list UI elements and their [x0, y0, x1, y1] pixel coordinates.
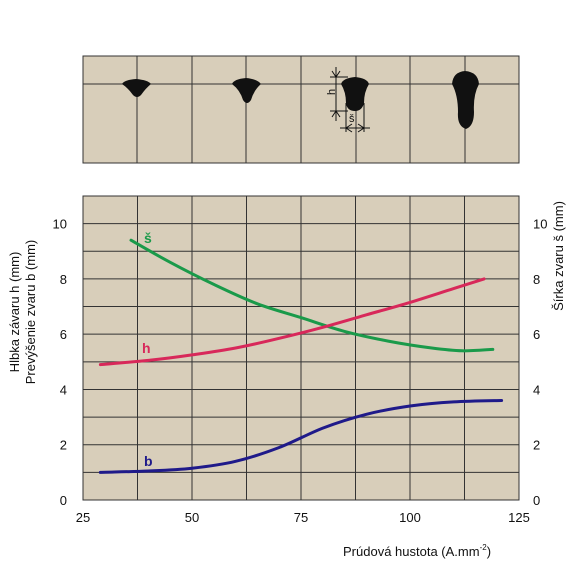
y-axis-left-label-line1: Hlbka závaru h (mm): [7, 252, 22, 373]
line-chart: 25 50 75 100 125 0 2 4 6 8 10 0 2 4 6 8 10 š h b Hlbka z…: [7, 195, 566, 559]
y-tick-label-right: 2: [533, 438, 540, 453]
y-tick-label-right: 6: [533, 327, 540, 342]
h-arrow-bottom: [331, 110, 341, 118]
x-axis-label-superscript: -2: [480, 543, 488, 552]
weld-bead-2: [232, 78, 261, 103]
x-tick-label: 25: [76, 510, 90, 525]
series-line-h: [98, 277, 486, 367]
series-labels: š h b: [142, 230, 153, 469]
weld-cross-section-panel: h š: [82, 55, 520, 164]
y-axis-left-label-line2: Prevýšenie zvaru b (mm): [23, 240, 38, 384]
y-tick-label-left: 0: [60, 493, 67, 508]
y-axis-right-ticks: 0 2 4 6 8 10: [533, 217, 547, 508]
series-label: b: [144, 453, 153, 469]
dimension-annotations: [330, 67, 370, 133]
h-arrow-top: [331, 70, 341, 78]
series-label: h: [142, 340, 151, 356]
data-series: [98, 238, 504, 474]
series-label: š: [144, 230, 152, 246]
y-tick-label-right: 0: [533, 493, 540, 508]
x-axis-ticks: 25 50 75 100 125: [76, 510, 530, 525]
x-axis-label-main: Prúdová hustota (A.mm: [343, 544, 480, 559]
x-tick-label: 100: [399, 510, 421, 525]
x-tick-label: 75: [294, 510, 308, 525]
y-tick-label-left: 2: [60, 438, 67, 453]
y-tick-label-left: 8: [60, 272, 67, 287]
x-axis-label-end: ): [487, 544, 491, 559]
y-tick-label-right: 4: [533, 382, 540, 397]
grid: [83, 196, 519, 500]
y-tick-label-left: 6: [60, 327, 67, 342]
x-tick-label: 125: [508, 510, 530, 525]
s-arrow-left: [345, 123, 353, 133]
weld-bead-1: [122, 79, 151, 97]
y-tick-label-right: 10: [533, 217, 547, 232]
s-arrow-right: [357, 123, 365, 133]
x-tick-label: 50: [185, 510, 199, 525]
weld-bead-4: [452, 71, 479, 129]
y-axis-left-ticks: 0 2 4 6 8 10: [53, 217, 67, 508]
s-dimension-label: š: [349, 113, 355, 125]
series-line-b: [98, 399, 504, 474]
weld-bead-3: [341, 77, 369, 111]
y-axis-right-label: Šírka zvaru š (mm): [551, 201, 566, 311]
y-tick-label-right: 8: [533, 272, 540, 287]
series-line-š: [129, 238, 495, 353]
y-tick-label-left: 10: [53, 217, 67, 232]
y-tick-label-left: 4: [60, 382, 67, 397]
x-axis-label: Prúdová hustota (A.mm-2): [343, 543, 491, 559]
h-dimension-label: h: [326, 89, 338, 95]
